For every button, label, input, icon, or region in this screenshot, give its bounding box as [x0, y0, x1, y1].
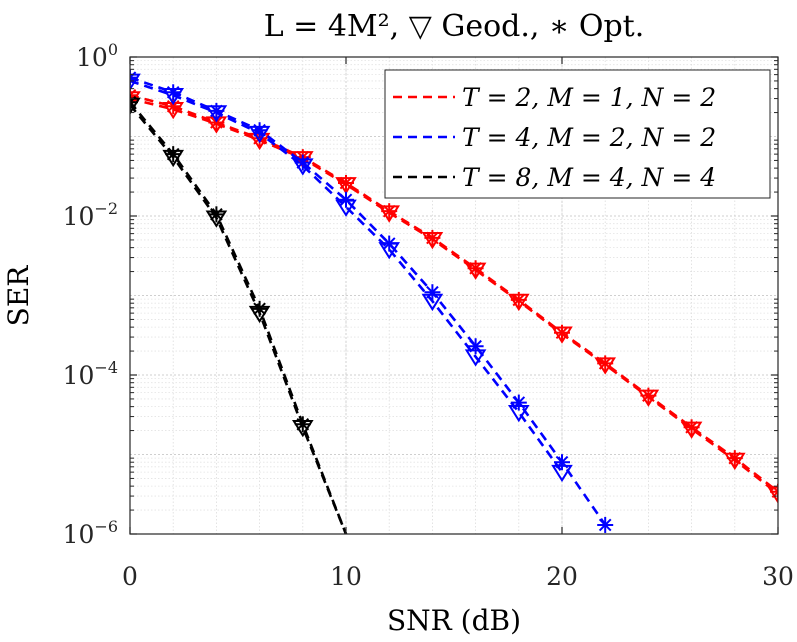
optimal-marker [424, 229, 441, 246]
y-tick-label: 10−2 [63, 199, 118, 231]
optimal-marker [467, 260, 484, 277]
optimal-marker-stroke [166, 99, 180, 113]
optimal-marker-stroke [253, 123, 266, 137]
optimal-marker-stroke [296, 156, 310, 169]
optimal-marker-stroke [426, 285, 439, 299]
optimal-marker [208, 206, 225, 223]
optimal-marker [381, 203, 398, 220]
optimal-marker-stroke [469, 261, 482, 275]
optimal-marker [597, 355, 614, 372]
optimal-marker [251, 300, 268, 317]
y-tick-label-exponent: −6 [94, 517, 118, 536]
legend-label-2: T = 4, M = 2, N = 2 [462, 123, 716, 152]
optimal-marker [770, 483, 778, 500]
optimal-marker-stroke [512, 396, 526, 409]
geodesic-marker [767, 486, 778, 504]
optimal-marker [294, 416, 311, 433]
x-tick-label: 30 [762, 562, 794, 591]
optimal-marker [338, 191, 354, 208]
optimal-marker-stroke [296, 417, 310, 431]
y-tick-label-exponent: −2 [94, 199, 118, 218]
optimal-marker-stroke [728, 451, 742, 465]
optimal-marker-stroke [166, 147, 180, 161]
series-layer [130, 69, 778, 534]
optimal-marker-stroke [512, 293, 526, 307]
optimal-marker [424, 284, 441, 301]
series-2-geod-line [130, 79, 564, 473]
optimal-marker-stroke [642, 389, 655, 402]
optimal-marker-stroke [426, 231, 439, 245]
y-tick-label-exponent: 0 [108, 40, 118, 59]
optimal-marker [381, 235, 398, 252]
optimal-marker [208, 102, 225, 119]
legend-box [384, 69, 771, 199]
optimal-marker [294, 154, 311, 171]
optimal-marker-stroke [771, 490, 778, 499]
optimal-marker-stroke [210, 208, 223, 221]
optimal-marker [165, 98, 182, 115]
optimal-marker [338, 175, 354, 192]
optimal-marker-stroke [598, 518, 612, 532]
optimal-marker-stroke [339, 193, 353, 207]
optimal-marker [251, 122, 268, 139]
optimal-marker [510, 394, 527, 411]
optimal-marker-stroke [253, 302, 266, 316]
optimal-marker [726, 450, 743, 467]
optimal-marker [597, 516, 614, 533]
optimal-marker [554, 454, 570, 471]
optimal-marker [510, 291, 527, 308]
optimal-marker-stroke [382, 237, 396, 250]
y-tick-label-exponent: −4 [94, 358, 118, 377]
optimal-marker-stroke [210, 104, 223, 118]
legend-label-3: T = 8, M = 4, N = 4 [462, 163, 716, 192]
y-tick-label: 100 [76, 40, 118, 72]
y-tick-label: 10−6 [63, 517, 118, 549]
optimal-marker-stroke [771, 485, 778, 494]
series-2-opt-line [130, 76, 607, 526]
legend: T = 2, M = 1, N = 2 T = 4, M = 2, N = 2 T … [384, 69, 771, 199]
series-3 [130, 94, 348, 534]
optimal-marker [165, 146, 182, 163]
optimal-marker [165, 84, 182, 101]
x-tick-label: 0 [122, 562, 138, 591]
optimal-marker-stroke [598, 357, 612, 370]
y-tick-label-base: 10 [63, 520, 95, 549]
axes-box [129, 56, 779, 535]
x-tick-label: 20 [546, 562, 578, 591]
y-tick-label: 10−4 [63, 358, 118, 390]
series-1-opt-line [130, 94, 778, 493]
optimal-marker-stroke [555, 455, 569, 469]
optimal-marker-stroke [166, 85, 180, 99]
optimal-marker-stroke [555, 326, 569, 340]
optimal-marker [554, 324, 570, 341]
optimal-marker [640, 387, 657, 404]
chart-title: L = 4M², ▽ Geod., ∗ Opt. [264, 9, 645, 44]
x-axis-label: SNR (dB) [387, 604, 521, 637]
y-tick-label-base: 10 [76, 43, 108, 72]
y-axis-label: SER [2, 265, 35, 327]
legend-label-1: T = 2, M = 1, N = 2 [462, 83, 716, 112]
optimal-marker [683, 419, 700, 436]
y-tick-label-base: 10 [63, 202, 95, 231]
optimal-marker-stroke [382, 204, 396, 218]
optimal-marker [467, 338, 484, 355]
series-clip-group [130, 69, 778, 534]
optimal-marker-stroke [339, 176, 353, 190]
x-tick-label: 10 [330, 562, 362, 591]
y-tick-label-base: 10 [63, 361, 95, 390]
optimal-marker-stroke [469, 339, 482, 353]
optimal-marker-stroke [685, 420, 698, 434]
